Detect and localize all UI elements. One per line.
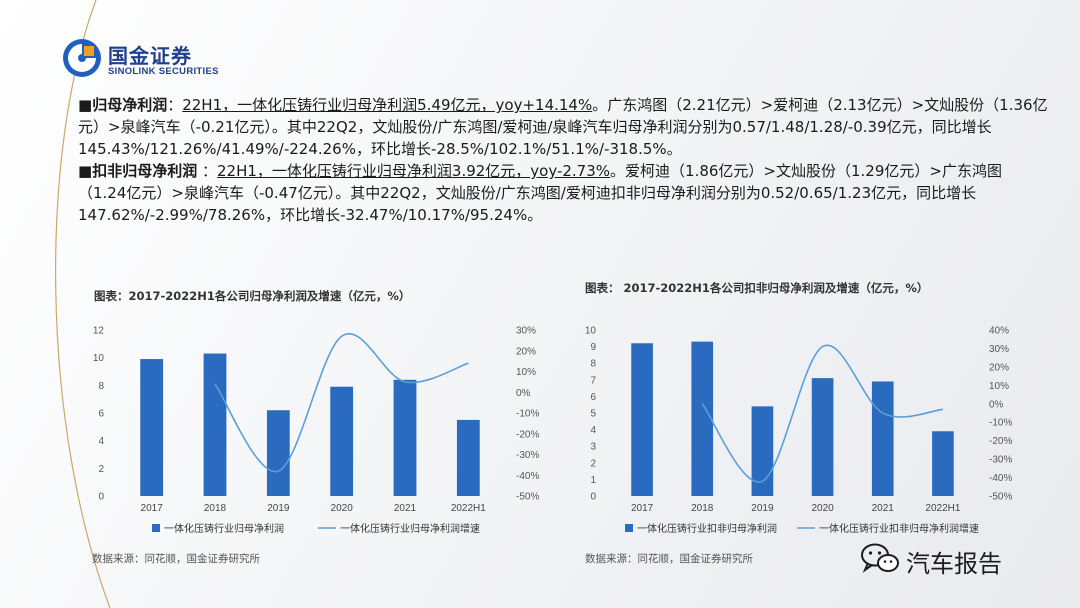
bullet-marker: ■: [78, 162, 93, 180]
y-tick-label: 0: [590, 492, 596, 503]
y-tick-label: 6: [590, 392, 596, 403]
bar-2020: [330, 386, 354, 496]
y-tick-label: 1: [590, 475, 596, 486]
y2-tick-label: 10%: [989, 381, 1009, 392]
y2-tick-label: -20%: [989, 436, 1012, 447]
watermark-text: 汽车报告: [906, 550, 1002, 578]
wechat-watermark: 汽车报告: [860, 540, 1040, 580]
bar-2018: [691, 341, 714, 496]
bullet-heading: 归母净利润: [92, 96, 168, 114]
bar-2017: [631, 343, 653, 496]
growth-rate-line: [701, 344, 944, 483]
legend-bar-swatch: [152, 524, 160, 532]
bar-2018: [203, 353, 227, 496]
y-tick-label: 12: [93, 326, 105, 337]
y2-tick-label: -50%: [516, 492, 539, 503]
x-tick-label: 2020: [331, 503, 354, 514]
y2-tick-label: 30%: [516, 326, 536, 337]
y-tick-label: 3: [590, 442, 596, 453]
y-tick-label: 8: [590, 359, 596, 370]
logo-english-name: SINOLINK SECURITIES: [108, 66, 219, 77]
y-tick-label: 0: [98, 492, 104, 503]
summary-bullets: ■归母净利润：22H1，一体化压铸行业归母净利润5.49亿元，yoy+14.14…: [78, 94, 1048, 226]
y2-tick-label: 40%: [989, 326, 1009, 337]
bar-2021: [393, 379, 417, 496]
y2-tick-label: 0%: [516, 388, 531, 399]
y-tick-label: 7: [590, 375, 596, 386]
y-tick-label: 2: [98, 464, 104, 475]
bullet-body-text: 。广东鸿图（2.21亿元）>爱柯迪（2.13亿元）>文灿股份（1.36亿元）>泉…: [78, 96, 1048, 158]
y2-tick-label: 20%: [516, 346, 536, 357]
bullet-underlined-text: 22H1，一体化压铸行业归母净利润3.92亿元，yoy-2.73%: [216, 162, 611, 180]
y2-tick-label: 0%: [989, 399, 1004, 410]
bullet-heading: 扣非归母净利润: [92, 162, 198, 180]
bullet-marker: ■: [78, 96, 93, 114]
bar-2019: [751, 406, 774, 496]
bar-2020: [811, 378, 834, 496]
y-tick-label: 10: [93, 353, 105, 364]
x-tick-label: 2018: [691, 503, 714, 514]
chart-2-title: 图表： 2017-2022H1各公司扣非归母净利润及增速（亿元，%）: [585, 281, 929, 295]
x-tick-label: 2021: [872, 503, 895, 514]
chart-1-source: 数据来源：同花顺，国金证券研究所: [92, 553, 260, 565]
bar-2017: [140, 359, 164, 496]
y-tick-label: 2: [590, 458, 596, 469]
y2-tick-label: -30%: [989, 455, 1012, 466]
x-tick-label: 2019: [267, 503, 290, 514]
company-logo: 国金证券 SINOLINK SECURITIES: [62, 38, 262, 82]
x-tick-label: 2020: [811, 503, 834, 514]
chart-1-net-profit: 0 2 4 6 8 10 12 30% 20% 10% 0% -10% -20% -30% -40% -50%…: [93, 326, 540, 536]
chart-1-title: 图表：2017-2022H1各公司归母净利润及增速（亿元，%）: [94, 289, 411, 303]
logo-chinese-name: 国金证券: [108, 44, 192, 68]
logo-mark-icon: [63, 39, 101, 77]
x-tick-label: 2017: [631, 503, 654, 514]
bar-2022H1: [932, 431, 954, 496]
x-tick-label: 2021: [394, 503, 417, 514]
bullet-deducted-net-profit: ■扣非归母净利润 ：22H1，一体化压铸行业归母净利润3.92亿元，yoy-2.…: [78, 160, 1048, 226]
x-tick-label: 2022H1: [451, 503, 486, 514]
y2-tick-label: -10%: [516, 409, 539, 420]
y-tick-label: 9: [590, 342, 596, 353]
x-tick-label: 2019: [751, 503, 774, 514]
chart-2-deducted-net-profit: 0 1 2 3 4 5 6 7 8 9 10 40% 30% 20% 10% 0% -10% -20% -30% -4…: [585, 326, 1013, 536]
chart-2-source: 数据来源：同花顺，国金证券研究所: [585, 553, 753, 565]
y2-tick-label: -40%: [989, 473, 1012, 484]
y-tick-label: 10: [585, 326, 597, 337]
y2-tick-label: -40%: [516, 471, 539, 482]
x-tick-label: 2018: [204, 503, 227, 514]
bar-2019: [266, 410, 290, 496]
bullet-net-profit: ■归母净利润：22H1，一体化压铸行业归母净利润5.49亿元，yoy+14.14…: [78, 94, 1048, 160]
legend-line-label: 一体化压铸行业归母净利润增速: [340, 522, 480, 535]
legend-line-label: 一体化压铸行业扣非归母净利润增速: [819, 522, 979, 535]
y-tick-label: 6: [98, 409, 104, 420]
bullet-separator: ：: [197, 162, 217, 180]
legend-bar-label: 一体化压铸行业归母净利润: [164, 522, 284, 535]
legend-bar-swatch: [625, 524, 633, 532]
y2-tick-label: -10%: [989, 418, 1012, 429]
y2-tick-label: 30%: [989, 344, 1009, 355]
y-tick-label: 4: [98, 436, 104, 447]
y2-tick-label: 20%: [989, 362, 1009, 373]
bullet-body-text: 。爱柯迪（1.86亿元）>文灿股份（1.29亿元）>广东鸿图（1.24亿元）>泉…: [78, 162, 1002, 224]
bar-2021: [871, 381, 894, 496]
x-tick-label: 2017: [141, 503, 164, 514]
x-tick-label: 2022H1: [925, 503, 960, 514]
y2-tick-label: -50%: [989, 492, 1012, 503]
y-tick-label: 4: [590, 425, 596, 436]
growth-rate-line: [214, 333, 469, 473]
y2-tick-label: 10%: [516, 367, 536, 378]
wechat-icon: [861, 543, 899, 573]
y-tick-label: 5: [590, 409, 596, 420]
bullet-separator: ：: [167, 96, 183, 114]
bar-2022H1: [456, 419, 480, 496]
bullet-underlined-text: 22H1，一体化压铸行业归母净利润5.49亿元，yoy+14.14%: [182, 96, 593, 114]
y2-tick-label: -30%: [516, 450, 539, 461]
legend-bar-label: 一体化压铸行业扣非归母净利润: [637, 522, 777, 535]
y2-tick-label: -20%: [516, 429, 539, 440]
y-tick-label: 8: [98, 381, 104, 392]
